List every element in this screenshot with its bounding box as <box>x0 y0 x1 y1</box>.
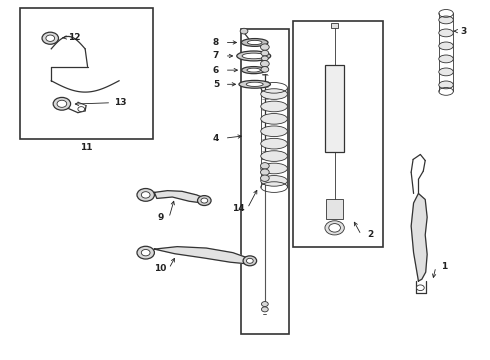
Circle shape <box>416 285 424 291</box>
Circle shape <box>246 258 253 263</box>
Circle shape <box>42 32 58 44</box>
Ellipse shape <box>439 16 453 24</box>
Ellipse shape <box>439 42 453 50</box>
Circle shape <box>329 224 341 232</box>
Text: 1: 1 <box>441 262 448 271</box>
Circle shape <box>137 189 154 201</box>
Ellipse shape <box>247 40 262 45</box>
Circle shape <box>262 56 268 61</box>
Ellipse shape <box>237 51 270 61</box>
Circle shape <box>325 221 344 235</box>
Text: 12: 12 <box>68 33 81 42</box>
Ellipse shape <box>247 68 261 72</box>
Circle shape <box>141 249 150 256</box>
Circle shape <box>243 256 257 266</box>
Circle shape <box>261 50 269 56</box>
Ellipse shape <box>439 29 453 37</box>
Circle shape <box>57 100 67 107</box>
Text: 13: 13 <box>114 98 126 107</box>
Circle shape <box>261 163 269 169</box>
Bar <box>241 30 289 334</box>
Bar <box>294 21 383 247</box>
Ellipse shape <box>261 89 288 99</box>
Circle shape <box>262 302 268 306</box>
Ellipse shape <box>439 55 453 63</box>
Circle shape <box>261 175 269 181</box>
Ellipse shape <box>439 68 453 76</box>
Bar <box>326 199 343 219</box>
Text: 8: 8 <box>213 38 219 47</box>
Circle shape <box>262 307 268 312</box>
Circle shape <box>261 67 269 72</box>
Circle shape <box>240 28 248 34</box>
Ellipse shape <box>261 101 288 112</box>
Ellipse shape <box>439 81 453 89</box>
Text: 3: 3 <box>461 27 467 36</box>
Ellipse shape <box>246 82 263 86</box>
Text: 6: 6 <box>213 66 219 75</box>
Text: 7: 7 <box>213 51 219 60</box>
Text: 9: 9 <box>157 213 163 222</box>
Circle shape <box>78 107 85 112</box>
Circle shape <box>46 35 54 41</box>
Ellipse shape <box>261 113 288 124</box>
Circle shape <box>197 195 211 206</box>
Ellipse shape <box>261 176 288 186</box>
Circle shape <box>141 192 150 198</box>
Text: 5: 5 <box>213 80 219 89</box>
Circle shape <box>261 44 269 50</box>
Ellipse shape <box>242 67 266 74</box>
Circle shape <box>261 60 269 67</box>
Ellipse shape <box>242 53 266 59</box>
Text: 11: 11 <box>80 143 93 152</box>
Bar <box>20 8 153 139</box>
Text: 10: 10 <box>154 264 167 273</box>
Ellipse shape <box>261 151 288 161</box>
Bar <box>325 65 344 152</box>
Circle shape <box>201 198 208 203</box>
Circle shape <box>53 98 71 110</box>
Circle shape <box>261 169 269 175</box>
Ellipse shape <box>261 126 288 136</box>
Polygon shape <box>154 247 250 264</box>
Circle shape <box>137 246 154 259</box>
Ellipse shape <box>261 163 288 174</box>
Text: 14: 14 <box>232 204 245 213</box>
Ellipse shape <box>261 138 288 149</box>
Ellipse shape <box>239 80 270 88</box>
Polygon shape <box>411 193 427 281</box>
Text: 4: 4 <box>213 134 219 143</box>
Ellipse shape <box>242 39 268 46</box>
Polygon shape <box>154 191 205 203</box>
Text: 2: 2 <box>367 230 373 239</box>
Bar <box>331 23 338 28</box>
